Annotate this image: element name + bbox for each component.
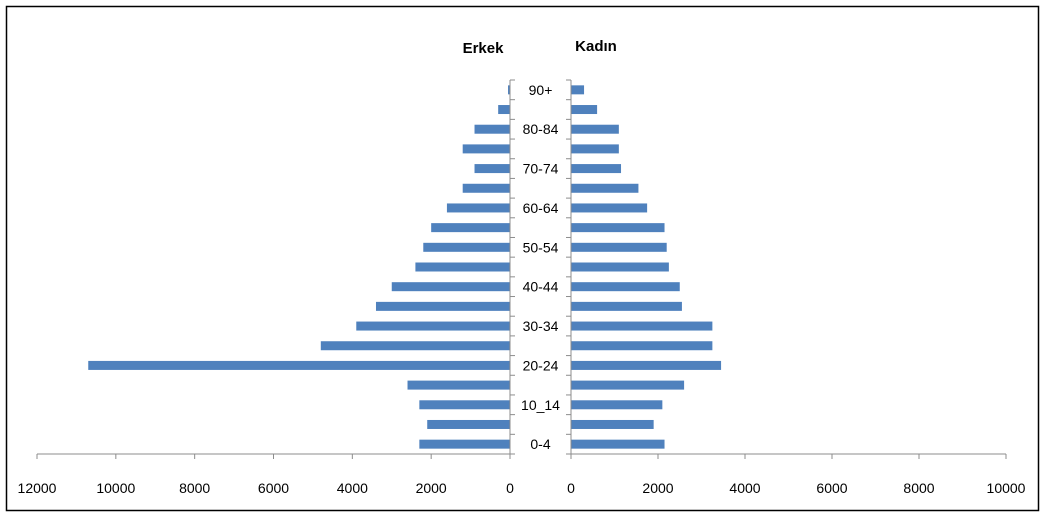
right-bar-30-34: [571, 321, 713, 331]
right-x-tick-label: 0: [567, 480, 575, 496]
category-label: 10_14: [521, 397, 560, 413]
left-x-tick-label: 6000: [258, 480, 289, 496]
right-bar-65-69: [571, 183, 639, 193]
right-bar-50-54: [571, 242, 667, 252]
left-bars: [88, 85, 510, 449]
right-bar-85-89: [571, 105, 598, 115]
right-x-tick-label: 8000: [903, 480, 934, 496]
category-label: 30-34: [523, 318, 559, 334]
right-bar-0-4: [571, 439, 665, 449]
right-bar-60-64: [571, 203, 648, 213]
right-bar-20-24: [571, 360, 722, 370]
left-bar-25-29: [320, 341, 510, 351]
left-bar-40-44: [391, 282, 510, 292]
right-series-label: Kadın: [575, 38, 617, 55]
right-bar-45-49: [571, 262, 669, 272]
right-bar-80-84: [571, 124, 619, 134]
right-bar-70-74: [571, 164, 622, 174]
right-x-tick-label: 2000: [642, 480, 673, 496]
left-x-tick-label: 4000: [337, 480, 368, 496]
category-label: 70-74: [523, 161, 559, 177]
left-bar-60-64: [446, 203, 510, 213]
left-bar-0-4: [419, 439, 510, 449]
category-label: 0-4: [530, 436, 550, 452]
category-label: 80-84: [523, 121, 559, 137]
left-x-tick-label: 8000: [179, 480, 210, 496]
right-bar-15-19: [571, 380, 685, 390]
left-bar-75-79: [462, 144, 510, 154]
left-bar-70-74: [474, 164, 510, 174]
left-bar-30-34: [356, 321, 510, 331]
left-x-tick-label: 12000: [18, 480, 57, 496]
left-bar-65-69: [462, 183, 510, 193]
left-bar-20-24: [88, 360, 510, 370]
left-bar-10_14: [419, 400, 510, 410]
right-bar-55-59: [571, 223, 665, 233]
left-bar-80-84: [474, 124, 510, 134]
left-bar-45-49: [415, 262, 510, 272]
right-bar-75-79: [571, 144, 619, 154]
right-x-tick-label: 4000: [729, 480, 760, 496]
category-label: 60-64: [523, 200, 559, 216]
category-label: 50-54: [523, 239, 559, 255]
left-bar-35-39: [375, 301, 510, 311]
tick-labels: 12000 10000 8000 6000 4000 2000 0 0 2000 4000 6000…: [18, 82, 1026, 496]
right-bar-90+: [571, 85, 585, 95]
left-bar-55-59: [431, 223, 510, 233]
right-bar-25-29: [571, 341, 713, 351]
right-bar-5-9: [571, 419, 654, 429]
left-bar-85-89: [498, 105, 510, 115]
left-bar-5-9: [427, 419, 510, 429]
right-bar-35-39: [571, 301, 682, 311]
left-bar-50-54: [423, 242, 510, 252]
right-bar-10_14: [571, 400, 663, 410]
right-bar-40-44: [571, 282, 680, 292]
left-x-tick-label: 0: [506, 480, 514, 496]
left-bar-90+: [508, 85, 510, 95]
axes: [36, 79, 1007, 459]
right-x-tick-label: 6000: [816, 480, 847, 496]
left-bar-15-19: [407, 380, 510, 390]
left-series-label: Erkek: [463, 40, 505, 57]
category-label: 40-44: [523, 279, 559, 295]
category-label: 90+: [529, 82, 553, 98]
left-x-tick-label: 10000: [96, 480, 135, 496]
right-x-tick-label: 10000: [987, 480, 1026, 496]
right-bars: [571, 85, 722, 449]
category-label: 20-24: [523, 357, 559, 373]
left-x-tick-label: 2000: [416, 480, 447, 496]
chart-border: [5, 5, 1040, 512]
